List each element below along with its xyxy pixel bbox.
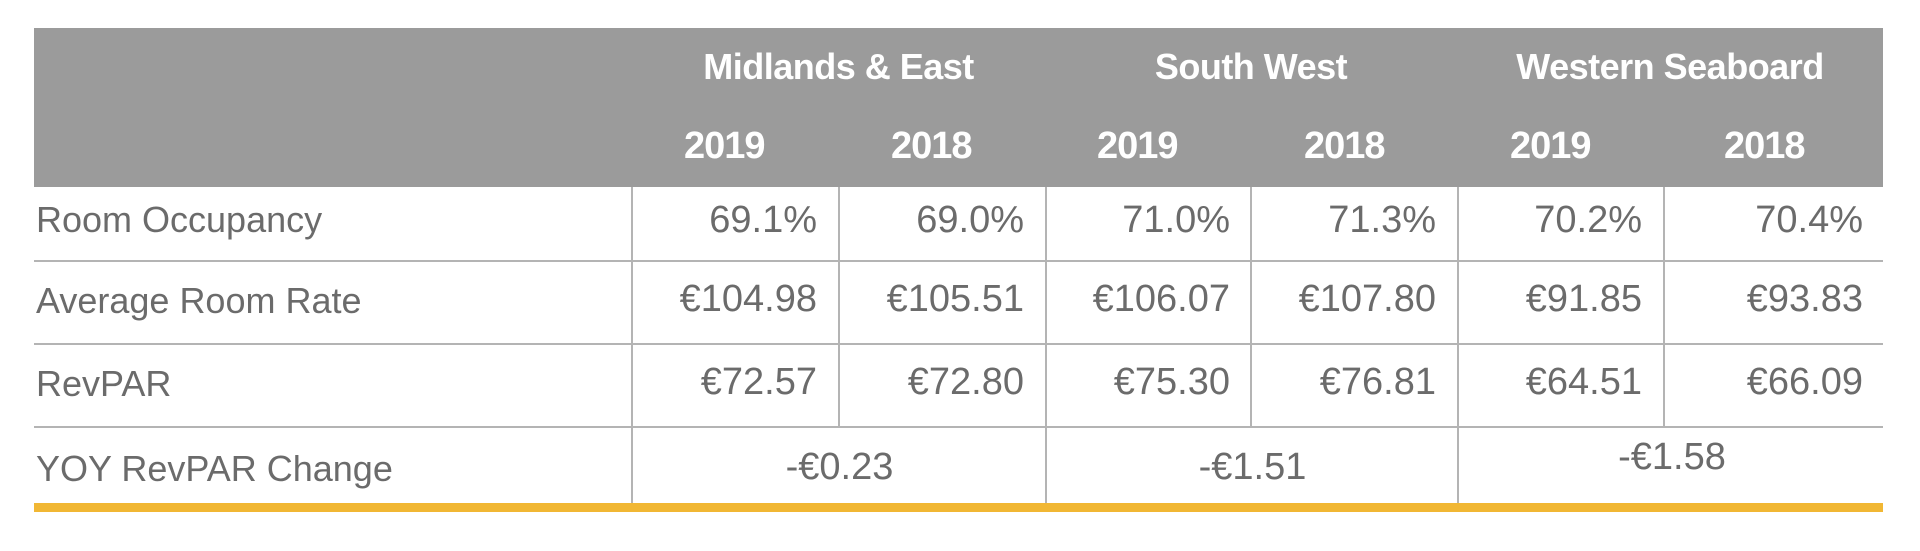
cell-value: €72.57 xyxy=(700,361,817,403)
table-row-revpar: RevPAR €72.57 €72.80 €75.30 €76.81 €64.5… xyxy=(34,345,1883,428)
table-cell: €93.83 xyxy=(1663,262,1885,343)
cell-value: €104.98 xyxy=(679,278,817,320)
cell-value: €93.83 xyxy=(1746,278,1863,320)
table-cell-merged: -€1.58 xyxy=(1457,428,1885,504)
cell-value: 71.0% xyxy=(1122,199,1230,241)
region-header-midlands-east: Midlands & East xyxy=(703,46,974,87)
table-cell: €105.51 xyxy=(838,262,1046,343)
row-label: Average Room Rate xyxy=(36,280,362,321)
table-row-room-occupancy: Room Occupancy 69.1% 69.0% 71.0% 71.3% 7… xyxy=(34,187,1883,262)
table-cell: €72.57 xyxy=(631,345,839,426)
cell-value: €75.30 xyxy=(1113,361,1230,403)
year-header: 2018 xyxy=(1304,125,1386,167)
table-cell-merged: -€0.23 xyxy=(631,428,1046,504)
table-cell: 70.2% xyxy=(1457,187,1664,260)
region-header-western-seaboard: Western Seaboard xyxy=(1516,46,1824,87)
table-cell: €106.07 xyxy=(1045,262,1252,343)
cell-value: -€1.58 xyxy=(1618,436,1726,478)
cell-value: €105.51 xyxy=(886,278,1024,320)
cell-value: -€1.51 xyxy=(1198,446,1307,488)
cell-value: €91.85 xyxy=(1525,278,1642,320)
cell-value: €76.81 xyxy=(1319,361,1436,403)
year-header: 2018 xyxy=(891,125,973,167)
cell-value: €107.80 xyxy=(1298,278,1436,320)
table-cell: 71.3% xyxy=(1250,187,1458,260)
row-label: YOY RevPAR Change xyxy=(36,448,393,489)
region-header-south-west: South West xyxy=(1154,46,1348,87)
row-label: RevPAR xyxy=(36,363,172,404)
table-cell: €66.09 xyxy=(1663,345,1885,426)
cell-value: €106.07 xyxy=(1092,278,1230,320)
cell-value: 70.4% xyxy=(1755,199,1863,241)
cell-value: 69.0% xyxy=(916,199,1024,241)
revpar-table: Midlands & East South West Western Seabo… xyxy=(34,28,1883,504)
table-row-average-room-rate: Average Room Rate €104.98 €105.51 €106.0… xyxy=(34,262,1883,345)
cell-value: 71.3% xyxy=(1328,199,1436,241)
table-cell: 69.1% xyxy=(631,187,839,260)
year-header: 2019 xyxy=(1510,125,1592,167)
accent-bar xyxy=(34,503,1883,512)
table-cell: 70.4% xyxy=(1663,187,1885,260)
table-cell: €91.85 xyxy=(1457,262,1664,343)
table-cell-merged: -€1.51 xyxy=(1045,428,1458,504)
table-cell: €104.98 xyxy=(631,262,839,343)
table-header: Midlands & East South West Western Seabo… xyxy=(34,28,1883,187)
table-cell: €64.51 xyxy=(1457,345,1664,426)
year-header: 2019 xyxy=(1097,125,1179,167)
cell-value: €66.09 xyxy=(1746,361,1863,403)
cell-value: €64.51 xyxy=(1525,361,1642,403)
year-header: 2018 xyxy=(1724,125,1806,167)
cell-value: -€0.23 xyxy=(785,446,894,488)
cell-value: 69.1% xyxy=(709,199,817,241)
table-cell: €107.80 xyxy=(1250,262,1458,343)
row-label: Room Occupancy xyxy=(36,199,323,240)
year-header: 2019 xyxy=(684,125,766,167)
table-cell: 71.0% xyxy=(1045,187,1252,260)
cell-value: 70.2% xyxy=(1534,199,1642,241)
cell-value: €72.80 xyxy=(907,361,1024,403)
table-cell: €75.30 xyxy=(1045,345,1252,426)
table-row-yoy-revpar-change: YOY RevPAR Change -€0.23 -€1.51 -€1.58 xyxy=(34,428,1883,504)
table-cell: 69.0% xyxy=(838,187,1046,260)
table-cell: €76.81 xyxy=(1250,345,1458,426)
table-cell: €72.80 xyxy=(838,345,1046,426)
